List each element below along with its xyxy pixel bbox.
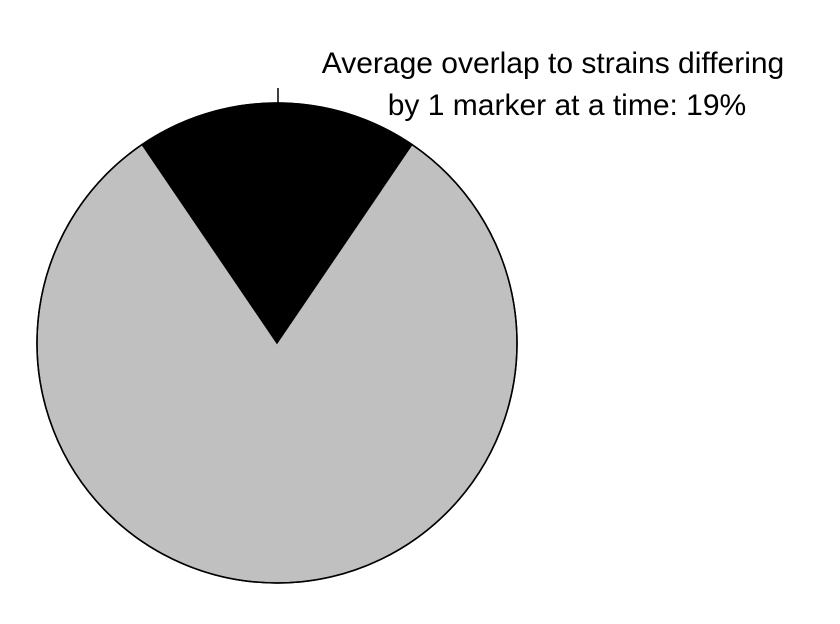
annotation-line-2: by 1 marker at a time: 19%: [388, 89, 746, 122]
pie-outline: [36, 102, 518, 584]
pie-slices: [36, 102, 518, 584]
annotation-line-1: Average overlap to strains differing: [322, 47, 785, 80]
